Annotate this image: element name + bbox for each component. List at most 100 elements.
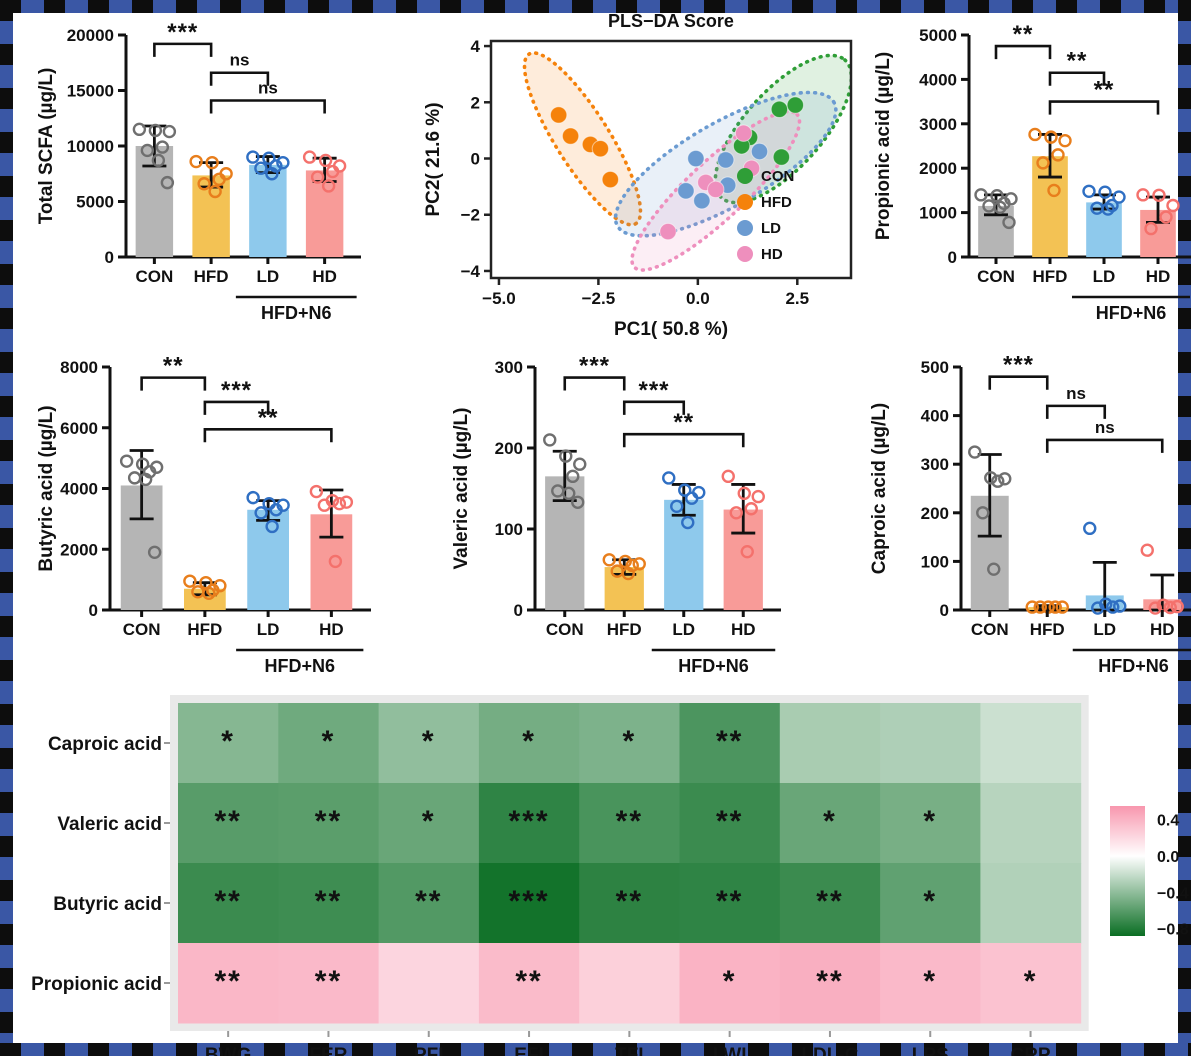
svg-text:2000: 2000	[919, 159, 957, 178]
svg-text:**: **	[716, 725, 743, 758]
svg-text:0.0: 0.0	[686, 289, 710, 308]
svg-text:FER: FER	[309, 1045, 347, 1056]
figure-content: 0 5000 10000 15000 20000 Total SCFA (µg/L) CON…	[13, 11, 1191, 1056]
svg-text:ns: ns	[1095, 418, 1115, 437]
svg-text:HFD: HFD	[761, 194, 792, 211]
svg-text:LPS: LPS	[912, 1045, 949, 1056]
svg-text:***: ***	[638, 377, 669, 404]
svg-text:***: ***	[509, 805, 550, 838]
svg-text:*: *	[923, 885, 937, 918]
svg-text:2: 2	[471, 93, 480, 112]
svg-text:**: **	[315, 805, 342, 838]
svg-text:ns: ns	[230, 51, 250, 70]
svg-text:PLS−DA Score: PLS−DA Score	[608, 11, 734, 31]
svg-text:LD: LD	[257, 267, 280, 286]
svg-text:PC2( 21.6 %): PC2( 21.6 %)	[423, 102, 444, 216]
svg-text:Valeric acid (µg/L): Valeric acid (µg/L)	[451, 408, 472, 570]
svg-text:Caproic acid: Caproic acid	[48, 734, 162, 755]
svg-text:HFD+N6: HFD+N6	[261, 303, 332, 323]
svg-text:HD: HD	[731, 620, 756, 639]
svg-text:**: **	[415, 885, 442, 918]
svg-text:100: 100	[495, 520, 523, 539]
svg-text:**: **	[258, 404, 279, 431]
svg-text:*: *	[923, 805, 937, 838]
svg-text:Total SCFA (µg/L): Total SCFA (µg/L)	[36, 68, 57, 225]
svg-text:Propionic acid (µg/L): Propionic acid (µg/L)	[873, 52, 894, 240]
frame-dash-bottom	[0, 1043, 1191, 1056]
svg-text:0.4: 0.4	[1157, 813, 1179, 830]
svg-text:***: ***	[167, 19, 198, 46]
svg-text:−0.4: −0.4	[1157, 885, 1189, 902]
svg-text:*: *	[823, 805, 837, 838]
svg-text:**: **	[515, 965, 542, 998]
svg-text:**: **	[315, 885, 342, 918]
svg-text:200: 200	[921, 504, 949, 523]
svg-text:LD: LD	[672, 620, 695, 639]
svg-text:CON: CON	[761, 168, 794, 185]
chart-correlation-heatmap: * * * * * **** ** * *** ** ** * *** ** ** *** ** ** ** *** *…	[31, 695, 1189, 1056]
svg-text:**: **	[163, 353, 184, 380]
svg-text:HFD+N6: HFD+N6	[1098, 656, 1169, 676]
svg-text:**: **	[214, 965, 241, 998]
svg-text:HFD: HFD	[607, 620, 642, 639]
svg-text:4000: 4000	[60, 480, 98, 499]
svg-text:HFD: HFD	[1033, 267, 1068, 286]
svg-text:*: *	[221, 725, 235, 758]
chart-butyric-acid: 0 2000 4000 6000 8000 Butyric acid (µg/L) CON H…	[36, 353, 371, 676]
svg-text:HD: HD	[1146, 267, 1171, 286]
svg-text:LD: LD	[1093, 620, 1116, 639]
svg-text:0: 0	[948, 248, 957, 267]
svg-text:*: *	[422, 725, 436, 758]
svg-text:0: 0	[514, 601, 523, 620]
svg-text:HFD: HFD	[1030, 620, 1065, 639]
svg-text:HFD: HFD	[194, 267, 229, 286]
svg-text:2.5: 2.5	[785, 289, 809, 308]
svg-text:PC1( 50.8 %): PC1( 50.8 %)	[614, 319, 728, 340]
svg-text:**: **	[616, 885, 643, 918]
chart-plsda-scatter: PLS−DA Score −5.0 −2.5 0.0 2.5 −4 −2 0 2 4 PC1( 50…	[423, 11, 853, 340]
svg-text:100: 100	[921, 552, 949, 571]
svg-text:CON: CON	[546, 620, 584, 639]
svg-text:CON: CON	[971, 620, 1009, 639]
svg-text:**: **	[816, 885, 843, 918]
svg-text:5000: 5000	[76, 193, 114, 212]
svg-text:−4: −4	[461, 262, 481, 281]
svg-text:0: 0	[471, 150, 480, 169]
frame-dash-right	[1178, 0, 1191, 1056]
svg-text:6000: 6000	[60, 419, 98, 438]
svg-text:HFD+N6: HFD+N6	[678, 656, 749, 676]
frame-dash-left	[0, 0, 13, 1056]
svg-text:LDL-C: LDL-C	[801, 1045, 858, 1056]
svg-text:***: ***	[221, 377, 252, 404]
svg-text:400: 400	[921, 407, 949, 426]
svg-text:HD: HD	[319, 620, 344, 639]
svg-text:PFI: PFI	[414, 1045, 444, 1056]
svg-text:*: *	[723, 965, 737, 998]
svg-text:200: 200	[495, 439, 523, 458]
svg-text:CON: CON	[135, 267, 173, 286]
svg-text:CON: CON	[123, 620, 161, 639]
svg-text:*: *	[422, 805, 436, 838]
svg-text:ns: ns	[258, 78, 278, 97]
svg-text:BWG: BWG	[205, 1045, 251, 1056]
svg-text:TFI: TFI	[615, 1045, 644, 1056]
svg-text:Butyric acid (µg/L): Butyric acid (µg/L)	[36, 405, 57, 571]
svg-text:*: *	[322, 725, 336, 758]
svg-text:1000: 1000	[919, 204, 957, 223]
svg-text:8000: 8000	[60, 358, 98, 377]
svg-text:***: ***	[1003, 352, 1034, 379]
svg-text:HFD+N6: HFD+N6	[264, 656, 335, 676]
svg-text:**: **	[716, 885, 743, 918]
svg-text:−5.0: −5.0	[482, 289, 516, 308]
svg-text:**: **	[1094, 77, 1115, 104]
svg-text:*: *	[923, 965, 937, 998]
svg-text:10000: 10000	[67, 137, 114, 156]
svg-text:0: 0	[105, 248, 114, 267]
chart-caproic-acid: 0 100 200 300 400 500 Caproic acid (µg/L) CON HF…	[869, 352, 1191, 676]
chart-propionic-acid: 0 1000 2000 3000 4000 5000 Propionic acid (µg/…	[873, 21, 1191, 323]
svg-text:ns: ns	[1066, 384, 1086, 403]
svg-text:0: 0	[940, 601, 949, 620]
frame-dash-top	[0, 0, 1191, 13]
svg-text:300: 300	[921, 455, 949, 474]
svg-text:LD: LD	[761, 220, 781, 237]
